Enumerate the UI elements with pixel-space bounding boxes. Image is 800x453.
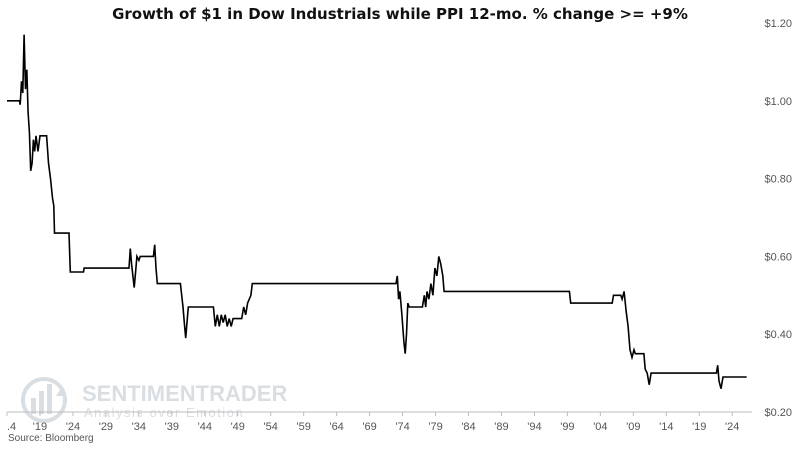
x-tick-label: '04 bbox=[593, 421, 607, 433]
x-tick-label: '39 bbox=[165, 421, 179, 433]
source-note: Source: Bloomberg bbox=[8, 433, 94, 444]
watermark: SENTIMENTRADER Analysis over Emotion bbox=[21, 377, 287, 423]
chart-title: Growth of $1 in Dow Industrials while PP… bbox=[112, 5, 688, 23]
watermark-brand: SENTIMENTRADER bbox=[82, 381, 287, 406]
x-tick-label: '09 bbox=[626, 421, 640, 433]
x-tick-label: '89 bbox=[494, 421, 508, 433]
y-tick-label: $1.20 bbox=[764, 18, 792, 30]
x-tick-label: '19 bbox=[33, 421, 47, 433]
y-tick-label: $0.40 bbox=[764, 329, 792, 341]
x-tick-label: '79 bbox=[428, 421, 442, 433]
x-tick-label: '54 bbox=[264, 421, 278, 433]
y-axis-ticks: $1.20 $1.00 $0.80 $0.60 $0.40 $0.20 bbox=[764, 18, 792, 419]
x-tick-label: '84 bbox=[461, 421, 475, 433]
x-tick-label: '74 bbox=[395, 421, 409, 433]
x-tick-label: '99 bbox=[560, 421, 574, 433]
x-tick-label: '14 bbox=[659, 421, 673, 433]
y-tick-label: $0.60 bbox=[764, 251, 792, 263]
x-tick-label: '24 bbox=[725, 421, 739, 433]
x-tick-label: '69 bbox=[362, 421, 376, 433]
watermark-logo-icon bbox=[21, 377, 67, 423]
x-tick-label: '34 bbox=[132, 421, 146, 433]
x-tick-label: .4 bbox=[7, 421, 16, 433]
x-tick-label: '49 bbox=[231, 421, 245, 433]
x-tick-label: '64 bbox=[329, 421, 343, 433]
y-tick-label: $1.00 bbox=[764, 96, 792, 108]
series-line bbox=[7, 34, 747, 389]
x-tick-label: '44 bbox=[198, 421, 212, 433]
x-tick-label: '19 bbox=[692, 421, 706, 433]
x-tick-label: '24 bbox=[66, 421, 80, 433]
x-axis-ticks: .4 '19 '24 '29 '34 '39 '44 '49 '54 '59 '64 '69 '74 '7… bbox=[6, 412, 739, 433]
x-tick-label: '29 bbox=[99, 421, 113, 433]
x-tick-label: '59 bbox=[297, 421, 311, 433]
x-tick-label: '94 bbox=[527, 421, 541, 433]
y-tick-label: $0.20 bbox=[764, 407, 792, 419]
y-tick-label: $0.80 bbox=[764, 174, 792, 186]
